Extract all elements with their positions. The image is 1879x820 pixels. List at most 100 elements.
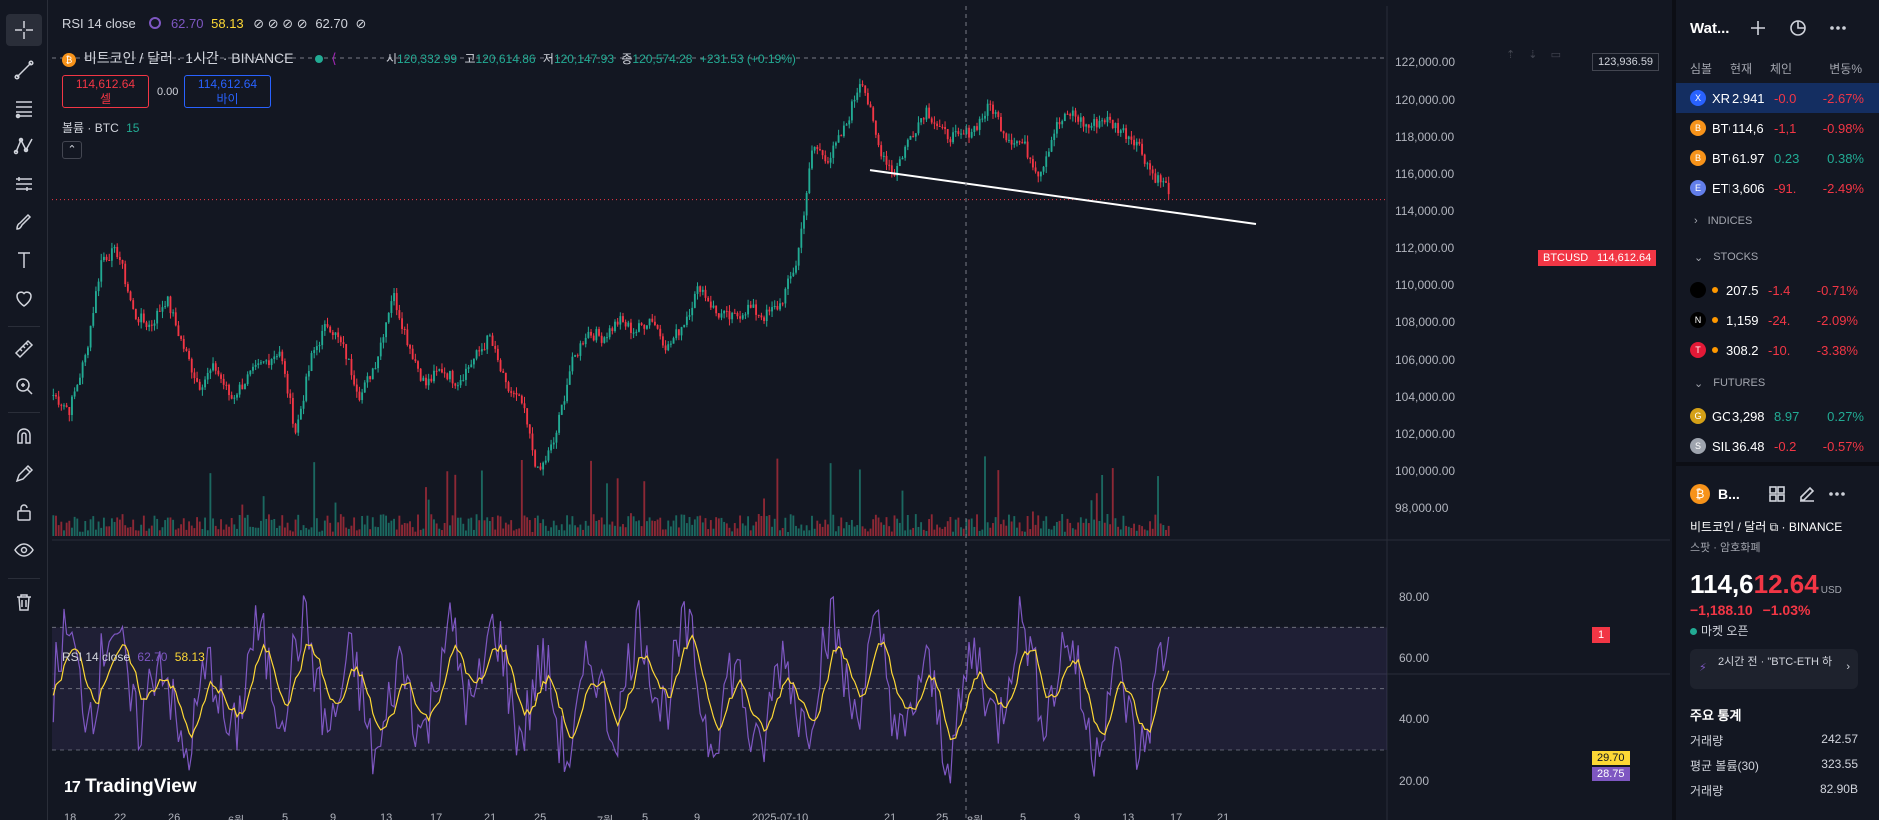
watchlist-row[interactable]: AAPL207.5-1.4-0.71% <box>1676 275 1879 305</box>
sell-button[interactable]: 114,612.64 셀 <box>62 75 149 108</box>
watchlist-row[interactable]: E ETHUSD3,606 -91. -2.49% <box>1676 173 1879 203</box>
grid-layout-icon[interactable] <box>1766 483 1788 505</box>
volume-bar <box>286 522 289 536</box>
watchlist-row[interactable]: X XRPUSD2.941 -0.0 -2.67% <box>1676 83 1879 113</box>
volume-bar <box>150 525 153 536</box>
move-down-icon[interactable]: ⇣ <box>1528 49 1538 61</box>
candle-body <box>1109 116 1112 120</box>
candle-body <box>1053 133 1056 140</box>
ruler-tool-icon[interactable] <box>6 333 42 365</box>
watchlist-row[interactable]: G GOLD3,298 8.97 0.27% <box>1676 401 1879 431</box>
crosshair-tool-icon[interactable] <box>6 14 42 46</box>
candle-body <box>411 348 414 360</box>
col-change[interactable]: 체인 <box>1770 62 1793 76</box>
candle-body <box>989 103 992 105</box>
rsi-ma-series-line <box>52 634 1170 741</box>
forecast-tool-icon[interactable] <box>6 168 42 200</box>
candle-body <box>755 304 758 315</box>
volume-bar <box>63 530 65 536</box>
candle-body <box>257 363 260 365</box>
brush-tool-icon[interactable] <box>6 206 42 238</box>
pattern-tool-icon[interactable] <box>6 130 42 162</box>
volume-bar <box>590 460 592 536</box>
volume-bar <box>464 530 467 536</box>
maximize-icon[interactable]: ▭ <box>1550 49 1561 61</box>
eye-visibility-icon[interactable] <box>6 534 42 566</box>
volume-bar <box>209 473 212 536</box>
rsi-pane-legend[interactable]: RSI 14 close 62.70 58.13 <box>62 650 205 664</box>
text-tool-icon[interactable] <box>6 244 42 276</box>
chart-area[interactable]: RSI 14 close 62.70 58.13 ⊘ ⊘ ⊘ ⊘ 62.70 ⊘… <box>52 6 1670 820</box>
watchlist-row[interactable]: TTSLA308.2-10.-3.38% <box>1676 335 1879 365</box>
trendline-tool-icon[interactable] <box>6 54 42 86</box>
external-link-icon[interactable]: ⧉ <box>1769 520 1779 534</box>
tradingview-logo-icon: 17 <box>64 779 81 796</box>
candle-body <box>542 462 545 470</box>
volume-bar <box>643 481 646 536</box>
move-up-icon[interactable]: ⇡ <box>1506 49 1516 61</box>
more-options-icon[interactable] <box>1827 17 1849 39</box>
candle-body <box>715 305 718 314</box>
edit-note-icon[interactable] <box>1796 483 1818 505</box>
fib-retracement-tool-icon[interactable] <box>6 92 42 124</box>
details-symbol-short[interactable]: B... <box>1718 486 1740 502</box>
time-axis-label: 5 <box>642 812 649 820</box>
advanced-view-icon[interactable] <box>1787 17 1809 39</box>
collapse-legend-icon[interactable]: ⌃ <box>62 141 82 159</box>
volume-bar <box>433 519 435 536</box>
details-change-pct: −1.03% <box>1762 602 1811 618</box>
details-header: ₿ B... <box>1690 480 1879 508</box>
magnet-tool-icon[interactable] <box>6 420 42 452</box>
volume-bar <box>185 529 188 536</box>
more-options-icon[interactable] <box>1826 483 1848 505</box>
col-change-pct[interactable]: 변동% <box>1829 62 1862 76</box>
volume-bar <box>763 498 765 536</box>
symbol-legend[interactable]: ₿ 비트코인 / 달러 · 1시간 · BINANCE ⟨ <box>62 48 337 68</box>
news-card[interactable]: ⚡ 2시간 전 · "BTC-ETH 하락에도 강제청산 ... › <box>1690 649 1858 689</box>
time-axis-label: 8월 <box>967 812 983 820</box>
watchlist-row[interactable]: S SILVER36.48 -0.2 -0.57% <box>1676 431 1879 461</box>
candle-body <box>1098 120 1101 128</box>
volume-value: 15 <box>126 121 140 135</box>
details-exchange[interactable]: BINANCE <box>1788 520 1843 534</box>
add-symbol-icon[interactable] <box>1747 17 1769 39</box>
share-icon[interactable]: ⟨ <box>331 50 337 66</box>
candle-body <box>520 395 523 404</box>
candle-body <box>986 103 989 116</box>
symbol-name[interactable]: 비트코인 / 달러 · 1시간 · BINANCE <box>83 50 294 66</box>
time-axis-label: 5 <box>1020 812 1027 820</box>
watchlist-row[interactable]: B BTC.D61.97 0.23 0.38% <box>1676 143 1879 173</box>
volume-bar <box>87 530 89 536</box>
symbol-details: ₿ B... 비트코인 / 달러 ⧉ · BINANCE 스팟 · 암호화폐 1… <box>1676 462 1879 820</box>
volume-bar <box>845 522 848 536</box>
candle-body <box>449 370 451 380</box>
candle-body <box>547 450 550 461</box>
candle-body <box>150 324 153 326</box>
price-chart-canvas[interactable] <box>52 6 1670 820</box>
pane-controls[interactable]: ⇡ ⇣ ▭ <box>1506 48 1568 64</box>
lock-drawings-icon[interactable] <box>6 496 42 528</box>
rsi-legend[interactable]: RSI 14 close 62.70 58.13 ⊘ ⊘ ⊘ ⊘ 62.70 ⊘ <box>62 16 366 32</box>
volume-legend[interactable]: 볼륨 · BTC 15 <box>62 119 139 136</box>
candle-body <box>587 331 590 338</box>
section-stocks[interactable]: ⌄ STOCKS <box>1676 239 1879 275</box>
chevron-down-icon: ⌄ <box>1694 377 1704 390</box>
lock-pencil-tool-icon[interactable] <box>6 458 42 490</box>
watchlist-title[interactable]: Wat... <box>1690 19 1730 37</box>
candle-body <box>148 324 151 327</box>
heart-tool-icon[interactable] <box>6 282 42 314</box>
section-futures[interactable]: ⌄ FUTURES <box>1676 365 1879 401</box>
watchlist-row[interactable]: NNFLX1,159-24.-2.09% <box>1676 305 1879 335</box>
section-indices[interactable]: › INDICES <box>1676 203 1879 239</box>
candle-body <box>805 193 808 216</box>
time-axis-label: 13 <box>1122 812 1135 820</box>
trash-icon[interactable] <box>6 586 42 618</box>
col-last[interactable]: 현재 <box>1730 62 1753 76</box>
rsi-settings-icon[interactable] <box>149 17 162 29</box>
volume-bar <box>92 516 95 536</box>
zoom-tool-icon[interactable] <box>6 370 42 402</box>
buy-button[interactable]: 114,612.64 바이 <box>184 75 271 108</box>
candle-body <box>566 384 569 402</box>
col-symbol[interactable]: 심볼 <box>1690 62 1713 76</box>
